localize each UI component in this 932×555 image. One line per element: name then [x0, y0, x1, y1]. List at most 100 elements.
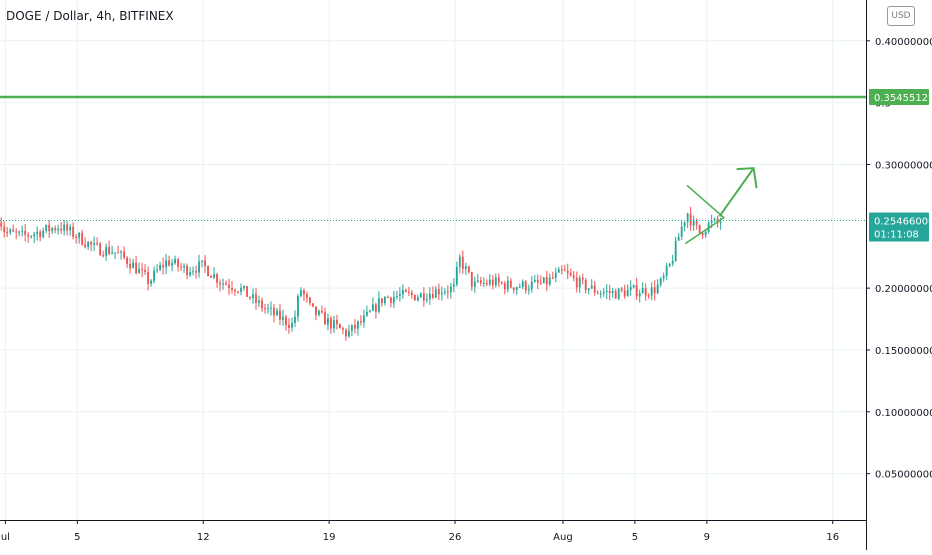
candle: [527, 284, 530, 295]
candle: [497, 273, 500, 288]
candle: [246, 285, 248, 297]
candle-body: [461, 256, 464, 269]
candle: [578, 275, 581, 293]
candle-body: [704, 232, 707, 235]
candle: [617, 287, 620, 301]
candle: [701, 232, 704, 239]
candle-body: [51, 228, 54, 232]
candle: [410, 289, 413, 299]
candle-body: [177, 259, 179, 267]
candle-body: [3, 226, 6, 232]
candle: [659, 277, 662, 288]
candle: [273, 304, 275, 323]
candle-body: [342, 328, 344, 330]
candle-body: [6, 231, 9, 233]
time-axis-bg: [0, 520, 866, 550]
candle-body: [339, 324, 341, 329]
candle: [297, 293, 299, 322]
candle-body: [572, 275, 575, 278]
candle-body: [243, 285, 245, 288]
candle: [665, 262, 668, 280]
candle-body: [536, 280, 539, 283]
candle-body: [719, 221, 722, 224]
y-tick-label: 0.10000000: [875, 408, 932, 419]
candle-body: [551, 277, 554, 279]
candle-body: [590, 285, 593, 289]
candle-body: [554, 272, 557, 278]
candle: [333, 316, 335, 333]
candle-body: [330, 318, 332, 329]
x-tick-label: 16: [826, 532, 839, 543]
candle: [189, 266, 191, 278]
candle: [449, 282, 452, 299]
candle-body: [213, 274, 215, 278]
candle: [521, 279, 524, 290]
candle: [9, 227, 12, 236]
candle: [249, 296, 251, 300]
candle-body: [701, 232, 704, 235]
candle-body: [180, 266, 182, 268]
candle-body: [617, 288, 620, 299]
candle-body: [198, 261, 200, 273]
candle-body: [129, 263, 132, 269]
currency-button[interactable]: USD: [887, 6, 915, 26]
candle: [291, 317, 293, 332]
candle: [42, 227, 45, 239]
candle-body: [353, 324, 356, 329]
candle-body: [201, 260, 203, 262]
candle: [386, 295, 389, 299]
candle-body: [228, 284, 230, 288]
candle-body: [383, 297, 386, 304]
candle: [165, 253, 167, 275]
candle: [288, 318, 290, 334]
candle-body: [84, 244, 87, 247]
candle: [452, 278, 455, 293]
candle-body: [695, 220, 698, 225]
candle-body: [566, 270, 569, 273]
candle-body: [437, 289, 440, 295]
candle: [27, 232, 30, 243]
candle-body: [36, 231, 39, 235]
candle-body: [30, 236, 33, 238]
candle: [342, 326, 344, 335]
candle: [626, 284, 629, 297]
candle: [680, 220, 683, 241]
candle-body: [386, 297, 389, 299]
candle-body: [123, 251, 126, 258]
candle-body: [557, 269, 560, 273]
candle: [380, 298, 383, 307]
candle: [225, 280, 227, 286]
candle-body: [315, 306, 317, 315]
candle-body: [9, 229, 12, 233]
candle-body: [518, 286, 521, 288]
candle-body: [303, 290, 305, 295]
candle: [557, 266, 560, 273]
candle: [75, 234, 78, 244]
candle: [440, 286, 443, 301]
candle-body: [416, 297, 419, 301]
candle: [279, 303, 281, 326]
candle-body: [539, 282, 542, 284]
candle: [105, 243, 108, 261]
candle: [425, 293, 428, 303]
candle: [255, 287, 257, 310]
time-axis: ul 5 12 19 26 Aug 5 9 16: [0, 520, 866, 550]
candle: [321, 305, 323, 314]
candle-body: [608, 290, 611, 294]
candle: [539, 275, 542, 285]
countdown-text: 01:11:08: [874, 230, 919, 241]
candle: [500, 281, 503, 285]
candle: [479, 276, 482, 287]
candle-body: [344, 329, 347, 337]
candle: [24, 223, 27, 242]
candle-body: [362, 315, 365, 323]
candle: [506, 276, 509, 293]
candle: [458, 254, 461, 274]
symbol-title: DOGE / Dollar, 4h, BITFINEX: [6, 9, 174, 23]
candle: [488, 273, 491, 287]
candle-body: [207, 266, 209, 276]
candle: [15, 228, 18, 240]
candle: [473, 276, 476, 294]
